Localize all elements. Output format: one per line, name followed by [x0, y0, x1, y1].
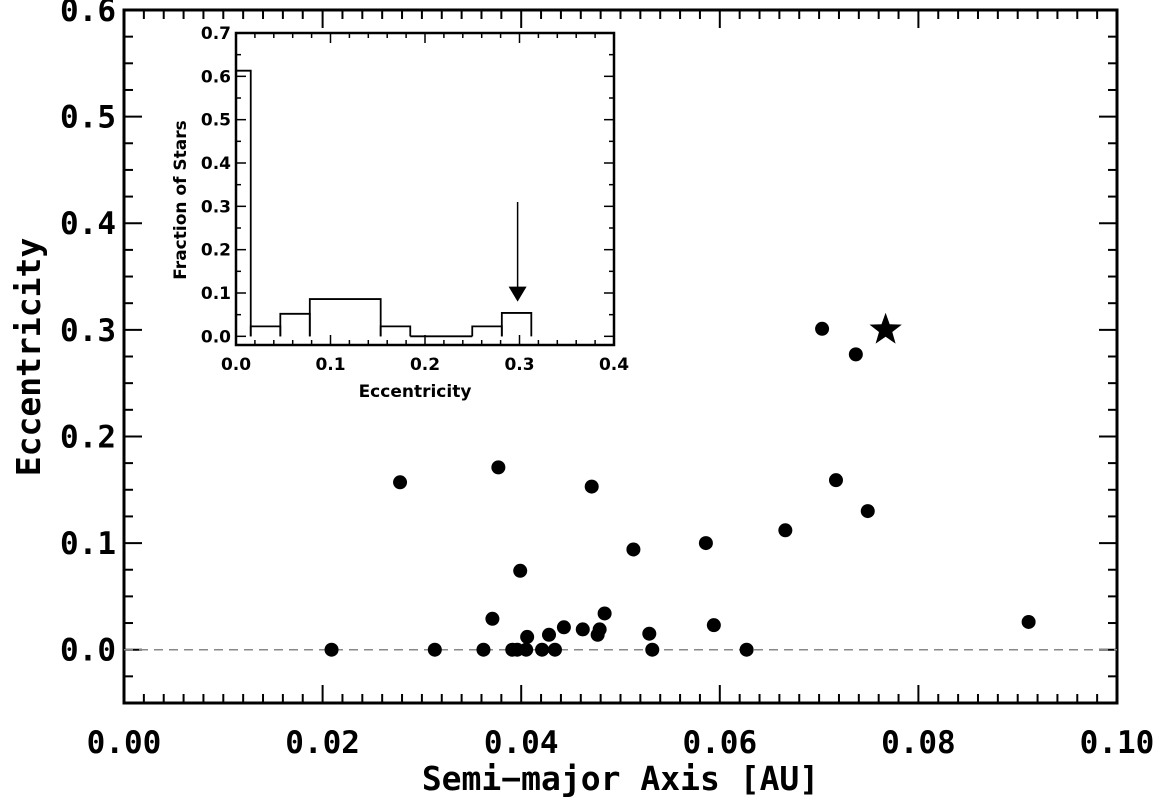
- data-point: [828, 473, 843, 488]
- data-point: [535, 642, 550, 657]
- highlight-star-point: [869, 312, 902, 344]
- inset-frame: [234, 31, 616, 347]
- data-point: [815, 321, 830, 336]
- y-tick-label: 0.1: [60, 526, 116, 562]
- x-tick-label: 0.02: [285, 725, 360, 761]
- data-point: [556, 620, 571, 635]
- data-point: [513, 563, 528, 578]
- x-tick-label: 0.10: [1080, 725, 1155, 761]
- data-point: [1021, 614, 1036, 629]
- data-point: [324, 642, 339, 657]
- x-tick-label: 0.06: [682, 725, 757, 761]
- data-point: [485, 611, 500, 626]
- y-tick-label: 0.5: [60, 100, 116, 136]
- y-tick-label: 0.6: [60, 0, 116, 29]
- data-point: [698, 536, 713, 551]
- inset-x-tick-label: 0.0: [221, 355, 251, 375]
- data-point: [860, 504, 875, 519]
- x-tick-label: 0.08: [881, 725, 956, 761]
- data-point: [706, 618, 721, 633]
- histogram-bar: [235, 69, 252, 337]
- inset-x-tick-label: 0.4: [599, 355, 629, 375]
- y-tick-label: 0.0: [60, 633, 116, 669]
- y-tick-label: 0.2: [60, 419, 116, 455]
- data-point: [597, 606, 612, 621]
- inset-x-tick-label: 0.3: [504, 355, 534, 375]
- inset-y-tick-label: 0.6: [201, 67, 231, 87]
- inset-y-tick-label: 0.1: [201, 284, 231, 304]
- x-tick-label: 0.04: [484, 725, 559, 761]
- inset-y-tick-label: 0.0: [201, 327, 231, 347]
- data-point: [520, 629, 535, 644]
- inset-arrow-head: [508, 286, 527, 302]
- y-tick-label: 0.3: [60, 313, 116, 349]
- data-point: [626, 542, 641, 557]
- data-point: [519, 642, 534, 657]
- inset-y-tick-label: 0.7: [201, 24, 231, 44]
- x-axis-title: Semi−major Axis [AU]: [422, 759, 819, 798]
- data-point: [547, 642, 562, 657]
- histogram-bar: [308, 298, 382, 337]
- inset-x-tick-label: 0.2: [410, 355, 440, 375]
- data-point: [542, 627, 557, 642]
- inset-x-tick-label: 0.1: [315, 355, 345, 375]
- histogram-bar: [500, 312, 533, 337]
- histogram-bar: [379, 325, 412, 337]
- data-point: [427, 642, 442, 657]
- y-tick-label: 0.4: [60, 206, 116, 242]
- data-point: [491, 460, 506, 475]
- x-tick-label: 0.00: [87, 725, 162, 761]
- inset-y-tick-label: 0.3: [201, 197, 231, 217]
- data-point: [592, 622, 607, 637]
- inset-x-axis-title: Eccentricity: [359, 382, 472, 402]
- data-point: [778, 523, 793, 538]
- inset-y-tick-label: 0.2: [201, 241, 231, 261]
- inset-y-axis-title: Fraction of Stars: [171, 120, 191, 279]
- data-point: [476, 642, 491, 657]
- y-axis-title: Eccentricity: [9, 238, 48, 476]
- data-point: [739, 642, 754, 657]
- data-point: [393, 475, 408, 490]
- data-point: [645, 642, 660, 657]
- inset-y-tick-label: 0.5: [201, 111, 231, 131]
- data-point: [642, 626, 657, 641]
- data-point: [575, 622, 590, 637]
- data-point: [584, 479, 599, 494]
- inset-y-tick-label: 0.4: [201, 154, 231, 174]
- data-point: [848, 347, 863, 362]
